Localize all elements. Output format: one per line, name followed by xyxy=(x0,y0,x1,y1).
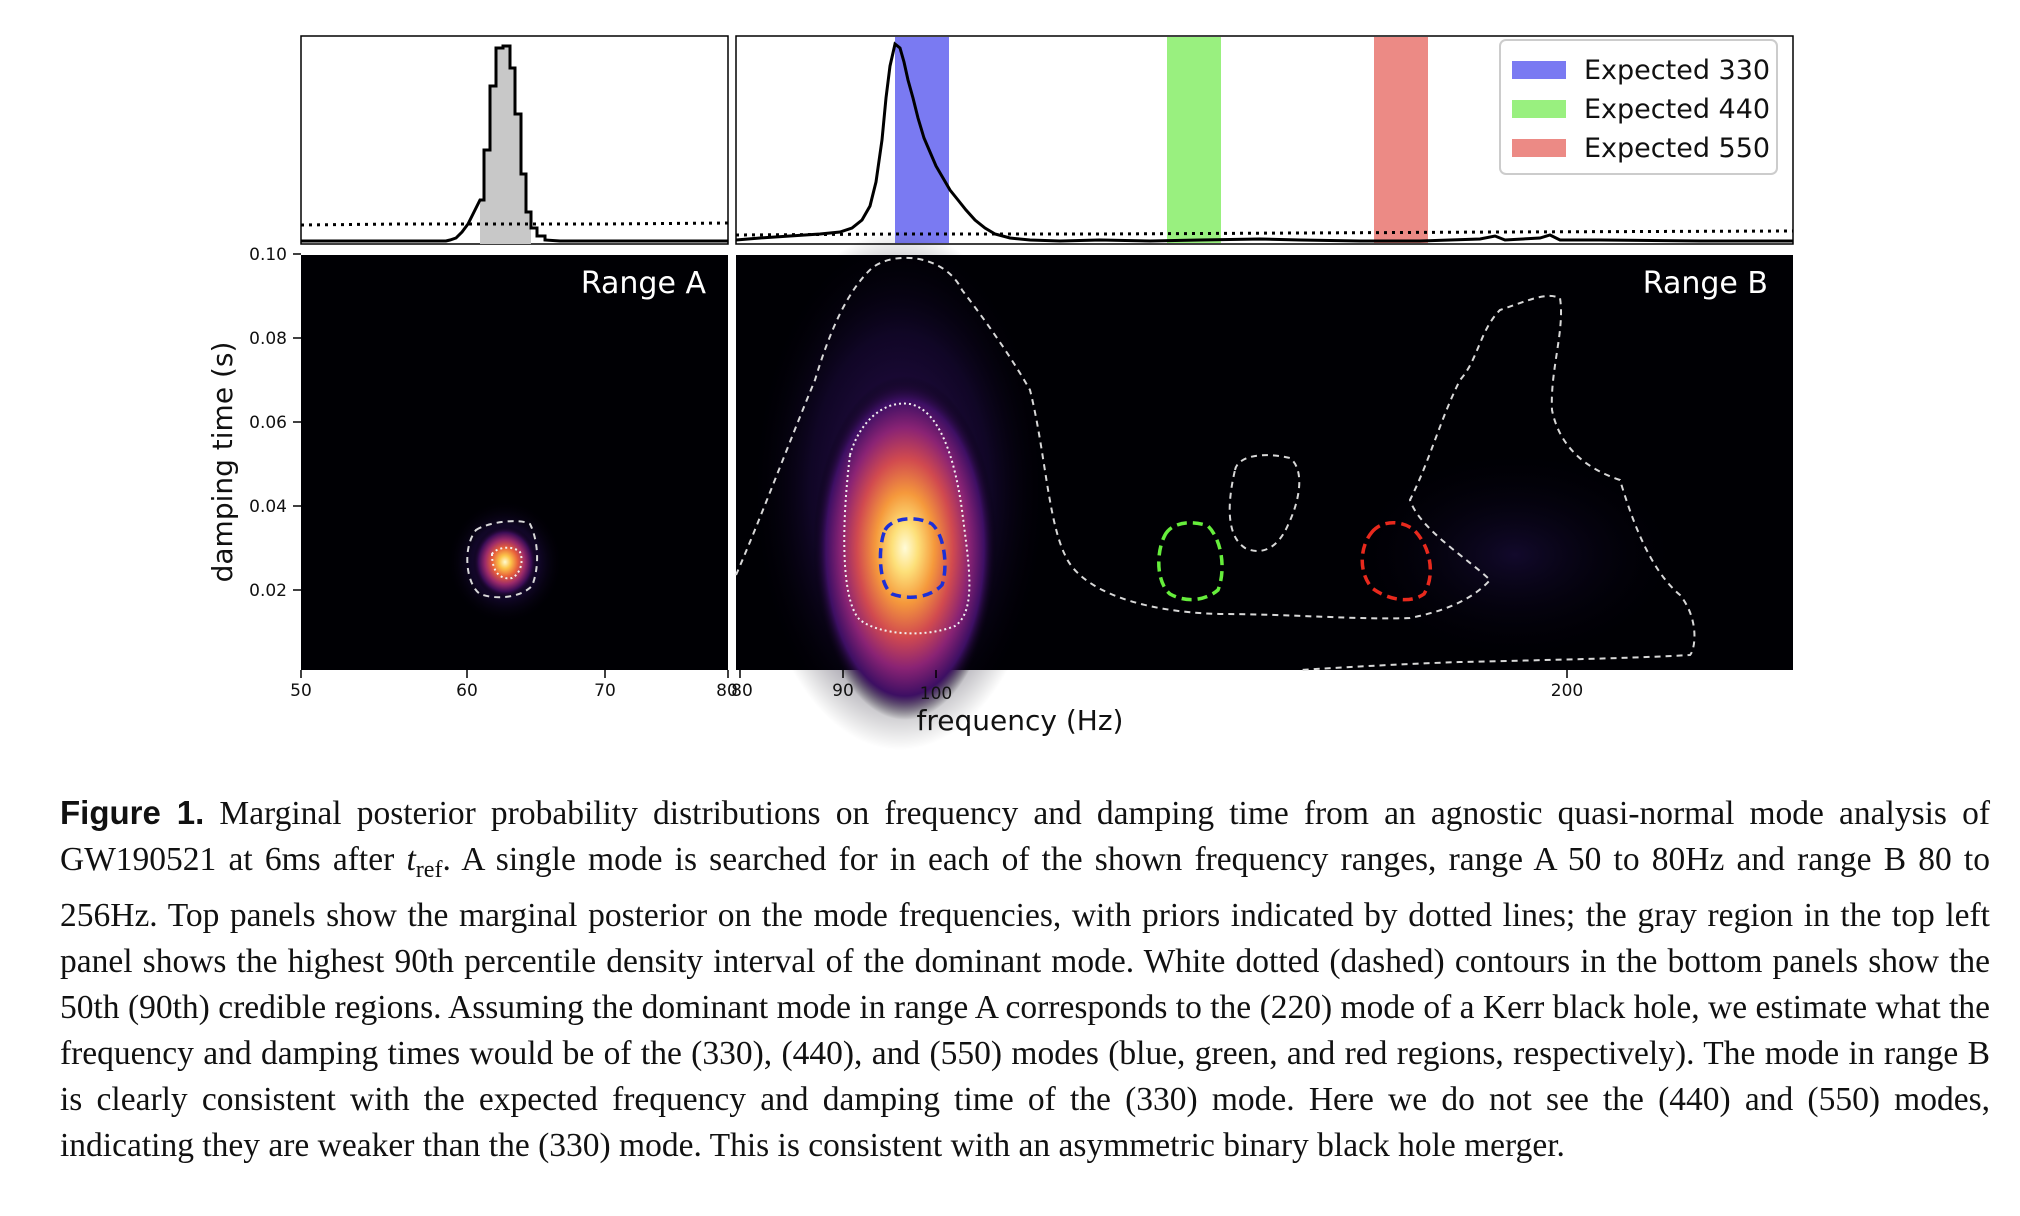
peak-range-b xyxy=(813,376,997,720)
heatmap-range-b: Range B xyxy=(735,230,1793,750)
y-tick-label: 0.10 xyxy=(249,245,287,265)
y-tick-label: 0.04 xyxy=(249,497,287,517)
contour-90-b xyxy=(735,256,1696,671)
y-axis: 0.10 0.08 0.06 0.04 0.02 damping time (s… xyxy=(206,245,301,601)
x-tick-label: 60 xyxy=(456,681,478,701)
contour-50-b xyxy=(843,402,971,635)
legend: Expected 330 Expected 440 Expected 550 xyxy=(1499,39,1778,175)
range-b-label: Range B xyxy=(1643,266,1768,301)
region-440-contour xyxy=(1157,521,1224,602)
x-axis-label: frequency (Hz) xyxy=(917,704,1124,737)
contour-50-a xyxy=(490,546,523,580)
legend-label-330: Expected 330 xyxy=(1584,55,1770,86)
x-axis: 50 60 70 80 80 90 100 200 frequency (Hz) xyxy=(290,670,1583,737)
x-tick-label: 80 xyxy=(731,681,753,701)
expected-550-band xyxy=(1374,37,1428,243)
legend-swatch-330 xyxy=(1512,61,1566,79)
x-tick-label: 100 xyxy=(920,684,952,704)
caption-text-part2: . A single mode is searched for in each … xyxy=(60,841,1990,1164)
top-panel-range-a xyxy=(300,35,729,245)
y-tick-label: 0.02 xyxy=(249,581,287,601)
hpd-interval-region xyxy=(480,46,531,244)
range-a-label: Range A xyxy=(581,266,707,301)
caption-lead: Figure 1. xyxy=(60,794,205,831)
legend-label-550: Expected 550 xyxy=(1584,133,1770,164)
contour-90-a xyxy=(466,520,539,599)
caption-t-variable: t xyxy=(406,841,416,878)
heatmap-range-a: Range A xyxy=(301,255,728,670)
legend-label-440: Expected 440 xyxy=(1584,94,1770,125)
x-tick-label: 80 xyxy=(716,681,738,701)
region-330-contour xyxy=(878,517,947,599)
top-panel-range-b: Expected 330 Expected 440 Expected 550 xyxy=(735,35,1794,245)
expected-440-band xyxy=(1167,37,1221,243)
region-550-contour xyxy=(1360,521,1433,602)
y-axis-label: damping time (s) xyxy=(206,342,239,583)
x-tick-label: 200 xyxy=(1551,681,1583,701)
caption-t-subscript: ref xyxy=(415,856,443,883)
legend-swatch-440 xyxy=(1512,100,1566,118)
figure: Expected 330 Expected 440 Expected 550 R… xyxy=(206,35,1794,750)
y-tick-label: 0.08 xyxy=(249,329,287,349)
contour-90-island xyxy=(1228,454,1301,553)
prior-dotted-a xyxy=(300,221,729,227)
y-tick-label: 0.06 xyxy=(249,413,287,433)
x-tick-label: 90 xyxy=(832,681,854,701)
expected-330-band xyxy=(895,37,949,243)
x-tick-label: 70 xyxy=(594,681,616,701)
posterior-histogram-b xyxy=(735,41,1793,243)
caption-text-part1: Marginal posterior probability distribut… xyxy=(60,795,1990,878)
x-tick-label: 50 xyxy=(290,681,312,701)
prior-dotted-b xyxy=(735,229,1794,237)
posterior-histogram-a xyxy=(301,44,728,243)
figure-caption: Figure 1. Marginal posterior probability… xyxy=(60,790,1990,1169)
legend-swatch-550 xyxy=(1512,139,1566,157)
peak-range-a xyxy=(473,526,537,598)
